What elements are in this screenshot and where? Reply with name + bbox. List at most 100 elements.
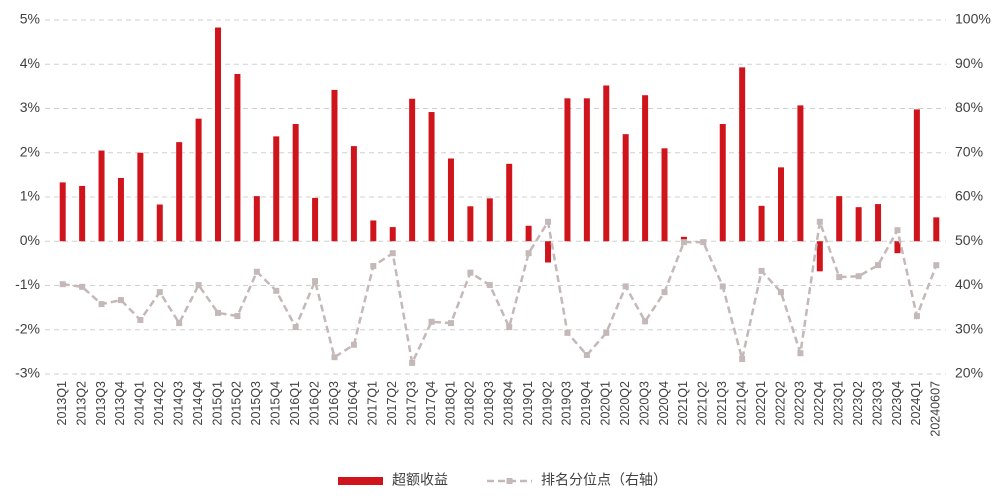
x-tick-label: 2023Q2 [851, 381, 865, 426]
y-tick-label: -2% [15, 320, 40, 336]
bar [545, 241, 552, 263]
bar [739, 67, 746, 242]
line-marker [758, 267, 765, 274]
bar [370, 220, 377, 242]
line-marker [312, 278, 319, 285]
y-tick-label: -3% [15, 365, 40, 381]
y2-tick-label: 20% [955, 365, 983, 381]
line-marker [816, 218, 823, 225]
x-tick-label: 2013Q3 [94, 381, 108, 426]
line-marker [253, 268, 260, 275]
bar [253, 196, 260, 242]
x-tick-label: 2014Q4 [191, 381, 205, 426]
bar [719, 123, 726, 242]
line-marker [583, 351, 590, 358]
line-marker [855, 273, 862, 280]
y-tick-label: 5% [20, 11, 40, 27]
bar [79, 185, 86, 242]
bar [98, 150, 105, 242]
line-marker [428, 318, 435, 325]
line-marker [467, 269, 474, 276]
x-tick-label: 2021Q3 [715, 381, 729, 426]
line-marker [331, 354, 338, 361]
x-tick-label: 2013Q1 [55, 381, 69, 426]
y-tick-label: 2% [20, 143, 40, 159]
bar [117, 177, 124, 242]
line-marker [447, 320, 454, 327]
bar [486, 198, 493, 242]
line-marker [894, 227, 901, 234]
x-tick-label: 2017Q2 [385, 381, 399, 426]
bar [680, 236, 687, 242]
line-marker [836, 274, 843, 281]
line-marker [642, 318, 649, 325]
line-marker [622, 283, 629, 290]
line-marker [875, 262, 882, 269]
x-tick-label: 2023Q3 [870, 381, 884, 426]
x-tick-label: 2019Q1 [521, 381, 535, 426]
x-tick-label: 2018Q1 [443, 381, 457, 426]
bar [622, 134, 629, 242]
line-marker [545, 218, 552, 225]
y2-tick-label: 100% [955, 11, 991, 27]
legend-label: 超额收益 [392, 472, 448, 488]
x-tick-label: 2016Q4 [346, 381, 360, 426]
bar [642, 95, 649, 242]
y2-tick-label: 90% [955, 55, 983, 71]
line-marker [525, 250, 532, 257]
y-tick-label: 0% [20, 232, 40, 248]
x-tick-label: 2017Q3 [404, 381, 418, 426]
x-tick-label: 2014Q2 [152, 381, 166, 426]
x-tick-label: 2014Q3 [171, 381, 185, 426]
line-marker [234, 313, 241, 320]
bar [447, 158, 454, 242]
bar [855, 207, 862, 242]
x-tick-label: 2016Q3 [327, 381, 341, 426]
line [62, 218, 938, 368]
line-marker [98, 301, 105, 308]
x-tick-label: 2015Q3 [249, 381, 263, 426]
line-marker [680, 239, 687, 246]
x-tick-label: 2015Q2 [230, 381, 244, 426]
y-tick-label: 4% [20, 55, 40, 71]
line-marker [486, 282, 493, 289]
legend-swatch [338, 477, 383, 485]
bar [836, 196, 843, 242]
line-marker [389, 250, 396, 257]
line-marker [195, 282, 202, 289]
x-tick-label: 2022Q3 [793, 381, 807, 426]
y2-tick-label: 80% [955, 99, 983, 115]
x-tick-label: 2023Q4 [890, 381, 904, 426]
bar [816, 241, 823, 272]
bar [428, 112, 435, 242]
x-tick-label: 2017Q1 [366, 381, 380, 426]
bar [777, 167, 784, 242]
line-marker [292, 324, 299, 331]
bar [758, 205, 765, 242]
line-marker [719, 283, 726, 290]
x-tick-label: 2015Q1 [210, 381, 224, 426]
x-tick-label: 2013Q2 [74, 381, 88, 426]
x-tick-label: 2020Q1 [599, 381, 613, 426]
bar [583, 98, 590, 242]
x-tick-label: 2018Q4 [502, 381, 516, 426]
bar [661, 148, 668, 242]
x-tick-label: 2022Q1 [754, 381, 768, 426]
bar [506, 163, 513, 242]
bar [467, 206, 474, 242]
x-tick-label: 20240607 [929, 381, 943, 437]
bar [389, 227, 396, 242]
bar [234, 73, 241, 242]
line-marker [273, 287, 280, 294]
x-tick-label: 2018Q3 [482, 381, 496, 426]
bar [137, 152, 144, 242]
x-tick-label: 2022Q2 [773, 381, 787, 426]
bar [176, 142, 183, 242]
bar [215, 27, 222, 242]
line-marker [59, 281, 66, 288]
bar [603, 85, 610, 242]
line-marker [777, 289, 784, 296]
x-tick-label: 2024Q1 [909, 381, 923, 426]
y-tick-label: 1% [20, 188, 40, 204]
